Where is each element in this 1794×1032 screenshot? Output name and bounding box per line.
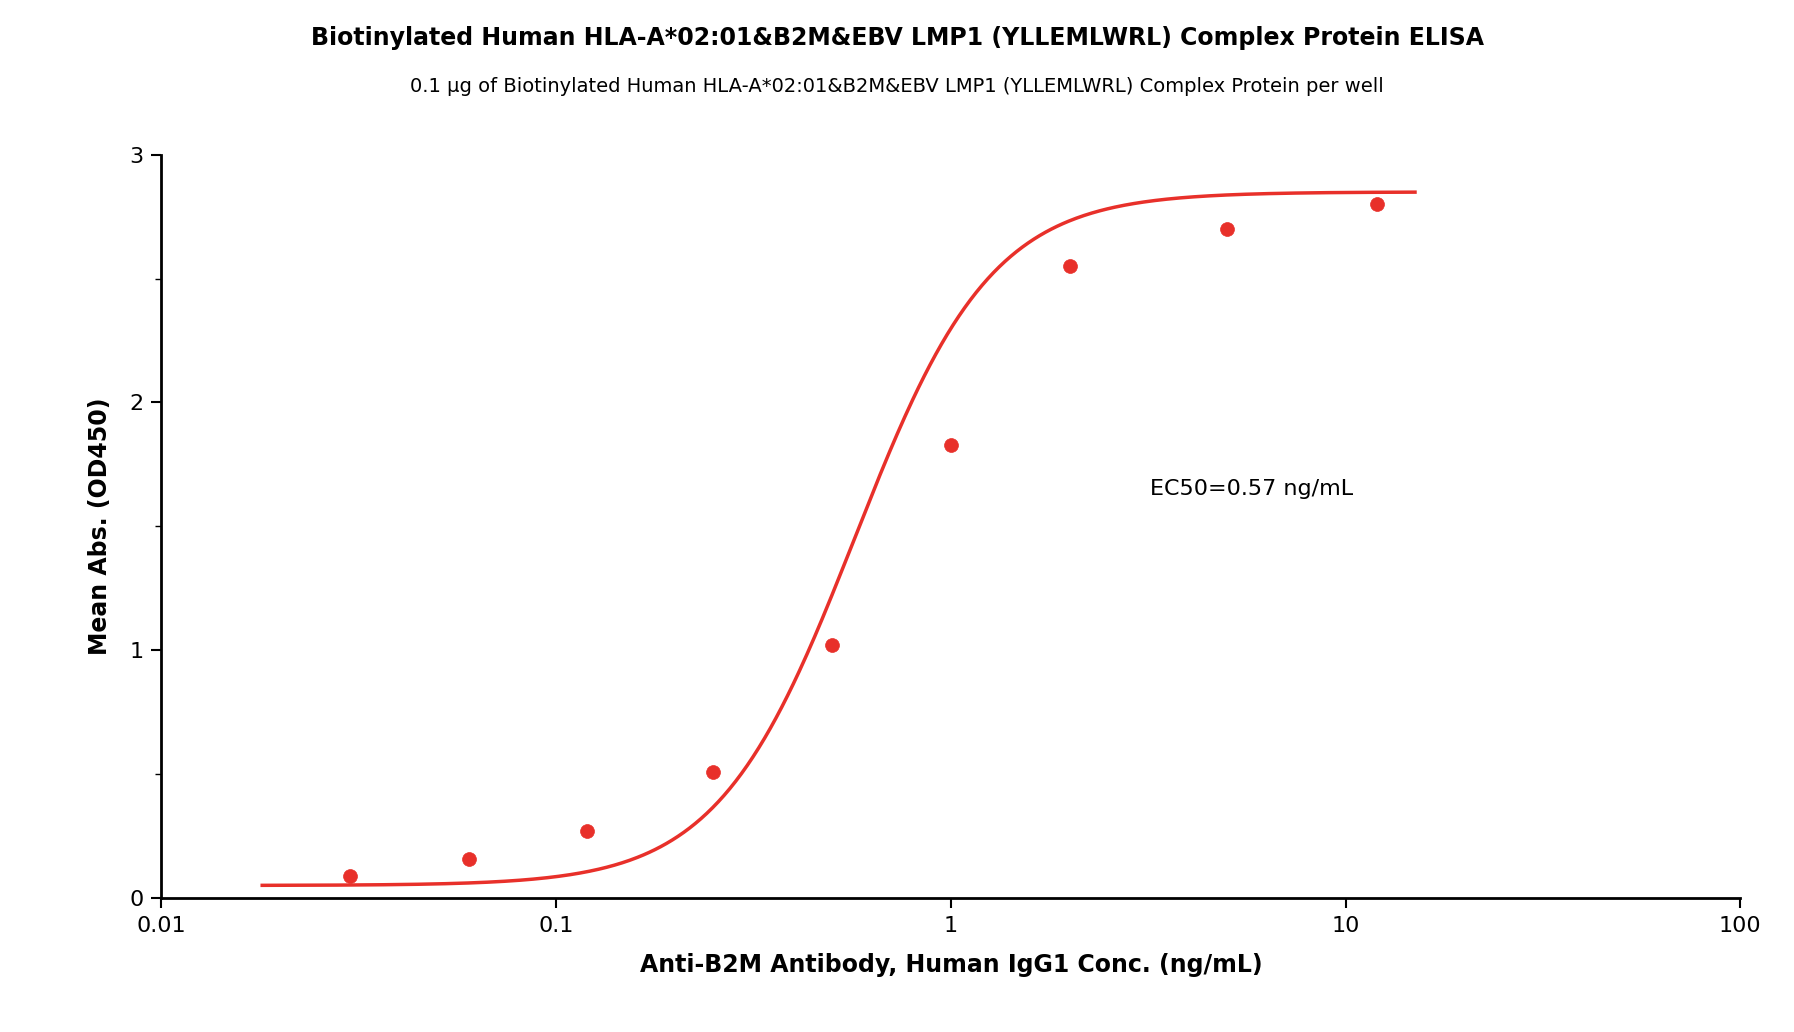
Point [700,764,728,780]
Text: 0.1 μg of Biotinylated Human HLA-A*02:01&B2M&EBV LMP1 (YLLEMLWRL) Complex Protei: 0.1 μg of Biotinylated Human HLA-A*02:01… [411,77,1383,96]
Point [936,437,965,453]
Point [572,823,601,839]
Point [1362,196,1390,213]
Y-axis label: Mean Abs. (OD450): Mean Abs. (OD450) [88,397,113,655]
Point [1055,258,1084,275]
X-axis label: Anti-B2M Antibody, Human IgG1 Conc. (ng/mL): Anti-B2M Antibody, Human IgG1 Conc. (ng/… [639,953,1263,976]
Point [335,867,364,883]
Point [1213,221,1241,237]
Text: Biotinylated Human HLA-A*02:01&B2M&EBV LMP1 (YLLEMLWRL) Complex Protein ELISA: Biotinylated Human HLA-A*02:01&B2M&EBV L… [310,26,1484,50]
Point [454,851,483,868]
Point [818,637,847,653]
Text: EC50=0.57 ng/mL: EC50=0.57 ng/mL [1150,479,1353,499]
